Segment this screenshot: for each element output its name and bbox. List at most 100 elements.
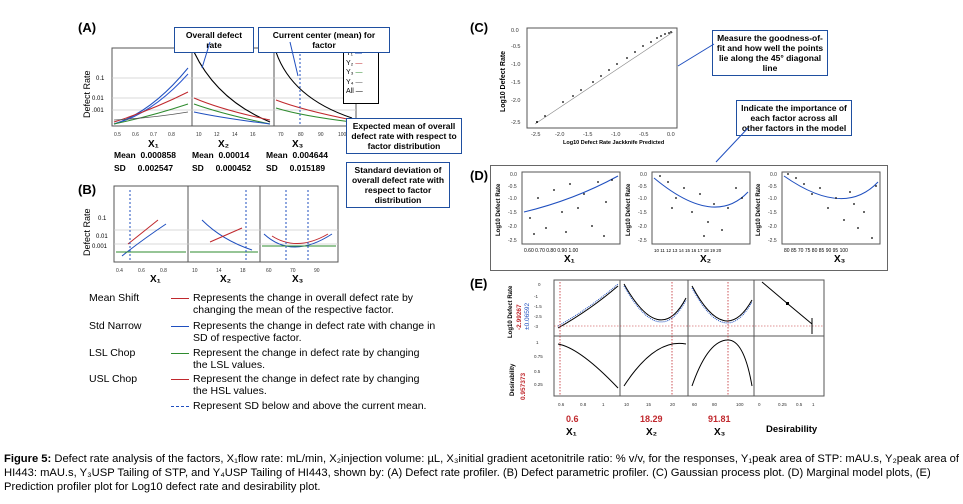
svg-text:0.6: 0.6 (558, 402, 565, 407)
a-legend-y1: Y₁ (346, 50, 354, 57)
svg-text:0.0: 0.0 (511, 28, 519, 34)
e-value-x3: 91.81 (708, 414, 731, 424)
svg-text:12: 12 (214, 132, 220, 138)
svg-text:0.0: 0.0 (770, 172, 777, 178)
e-factor-x1: X₁ (566, 427, 577, 438)
svg-text:1: 1 (602, 402, 605, 407)
svg-text:-2.5: -2.5 (511, 120, 520, 126)
svg-text:-2.0: -2.0 (638, 224, 647, 230)
a-stat-x3: Mean 0.004644 SD 0.015189 (266, 150, 328, 173)
svg-text:0.4: 0.4 (116, 268, 123, 274)
svg-text:-0.5: -0.5 (639, 132, 648, 138)
callout-importance: Indicate the importance of each factor a… (736, 100, 852, 136)
a-stat-x1: Mean 0.000858 SD 0.002547 (114, 150, 176, 173)
svg-text:-1.5: -1.5 (583, 132, 592, 138)
panel-d-frame (490, 165, 888, 271)
legend-std-narrow: Std Narrow Represents the change in defec… (89, 320, 436, 344)
svg-text:-2.5: -2.5 (534, 314, 542, 319)
caption-label: Figure 5: (4, 453, 52, 465)
d-ylabel-x2: Log10 Defect Rate (626, 183, 632, 236)
svg-text:-2.0: -2.0 (555, 132, 564, 138)
svg-text:0.5: 0.5 (114, 132, 121, 138)
e-value-bottom: 0.957373 (520, 372, 527, 400)
svg-text:-1.5: -1.5 (511, 80, 520, 86)
svg-text:-1.0: -1.0 (638, 196, 647, 202)
a-legend-all: All (346, 88, 354, 95)
svg-text:-1.5: -1.5 (534, 304, 542, 309)
svg-text:-2.0: -2.0 (511, 98, 520, 104)
b-ytick-1: 0.1 (98, 216, 107, 222)
svg-text:70: 70 (290, 268, 296, 274)
svg-text:0.0: 0.0 (640, 172, 647, 178)
a-legend-y4: Y₄ (346, 78, 354, 86)
e-ylabel-bottom: Desirability (510, 363, 516, 396)
svg-text:-1.0: -1.0 (511, 62, 520, 68)
b-factor-x2: X₂ (220, 274, 232, 285)
svg-text:18: 18 (240, 268, 246, 274)
b-ytick-3: 0.001 (92, 244, 108, 250)
svg-text:10: 10 (192, 268, 198, 274)
d-ylabel-x3: Log10 Defect Rate (756, 183, 762, 236)
svg-text:1: 1 (812, 402, 815, 407)
legend-usl-chop: USL Chop Represent the change in defect r… (89, 373, 420, 397)
e-value-top: -2.99267 (516, 304, 523, 330)
svg-text:60: 60 (692, 402, 698, 407)
svg-text:0.6: 0.6 (132, 132, 139, 138)
a-ytick-3: .001 (92, 108, 104, 114)
svg-text:0.8: 0.8 (168, 132, 175, 138)
d-factor-x2: X₂ (700, 254, 712, 265)
svg-text:100: 100 (338, 132, 347, 138)
svg-text:-1.5: -1.5 (638, 210, 647, 216)
a-ytick-1: 0.1 (96, 76, 105, 82)
panel-d-label: (D) (470, 168, 489, 183)
a-factor-x2: X₂ (218, 139, 230, 150)
panel-b-label: (B) (78, 182, 97, 197)
svg-text:0.0: 0.0 (510, 172, 517, 178)
svg-text:-1.5: -1.5 (508, 210, 517, 216)
b-factor-x3: X₃ (292, 274, 304, 285)
panel-a-legend: Y₁ — Y₂ — Y₃ — Y₄ — All — (343, 46, 379, 104)
svg-text:-0.5: -0.5 (638, 184, 647, 190)
svg-text:1: 1 (536, 340, 539, 345)
svg-text:0.8: 0.8 (580, 402, 587, 407)
panel-d-callout-arrow (715, 127, 749, 163)
callout-overall-defect: Overall defect rate (174, 27, 254, 53)
panel-e-label: (E) (470, 276, 488, 291)
svg-text:-1.5: -1.5 (768, 210, 777, 216)
svg-text:-2.0: -2.0 (508, 224, 517, 230)
panel-d-plot-x2: 0.0 -0.5 -1.0 -1.5 -2.0 -2.5 10 11 12 13 14 1… (638, 171, 751, 253)
svg-text:14: 14 (232, 132, 238, 138)
caption-text: Defect rate analysis of the factors, X₁f… (4, 453, 959, 493)
a-stat-x2: Mean 0.00014 SD 0.000452 (192, 150, 252, 173)
b-ytick-2: 0.01 (96, 234, 108, 240)
svg-text:10: 10 (624, 402, 630, 407)
e-desirability-label: Desirability (766, 424, 818, 435)
svg-text:0: 0 (758, 402, 761, 407)
panel-a-profiler: 0.1 0.01 .001 0.5 0.6 0.7 0.8 10 12 14 16 70 80… (92, 47, 357, 138)
panel-c-gaussian-plot: 0.0 -0.5 -1.0 -1.5 -2.0 -2.5 -2.5 -2.0 -… (511, 27, 678, 146)
svg-text:0.60 0.70 0.80 0.90 1.00: 0.60 0.70 0.80 0.90 1.00 (524, 248, 578, 254)
b-factor-x1: X₁ (150, 274, 161, 285)
e-factor-x3: X₃ (714, 427, 726, 438)
callout-goodness-of-fit: Measure the goodness-of-fit and how well… (712, 30, 828, 76)
svg-text:0.6: 0.6 (138, 268, 145, 274)
panel-b-ylabel: Defect Rate (82, 208, 92, 256)
svg-text:100: 100 (736, 402, 744, 407)
svg-text:90: 90 (314, 268, 320, 274)
svg-text:-2.5: -2.5 (531, 132, 540, 138)
a-legend-y3: Y₃ (346, 69, 354, 76)
svg-text:-2.5: -2.5 (768, 238, 777, 244)
svg-text:0.25: 0.25 (778, 402, 787, 407)
svg-text:0.0: 0.0 (667, 132, 675, 138)
e-value-x1: 0.6 (566, 414, 579, 424)
figure-caption: Figure 5: Defect rate analysis of the fa… (4, 452, 959, 494)
a-factor-x1: X₁ (148, 139, 159, 150)
svg-text:15: 15 (646, 402, 652, 407)
panel-d-plot-x3: 0.0 -0.5 -1.0 -1.5 -2.0 -2.5 80 85 70 75 80 8… (768, 171, 881, 254)
panel-b-profiler: 0.1 0.01 0.001 0.4 0.6 0.8 10 14 18 60 70 90 (92, 185, 339, 274)
svg-text:-1.0: -1.0 (768, 196, 777, 202)
a-ytick-2: 0.01 (92, 96, 104, 102)
svg-text:-0.5: -0.5 (511, 44, 520, 50)
d-ylabel-x1: Log10 Defect Rate (496, 183, 502, 236)
panel-a-ylabel: Defect Rate (82, 70, 92, 118)
